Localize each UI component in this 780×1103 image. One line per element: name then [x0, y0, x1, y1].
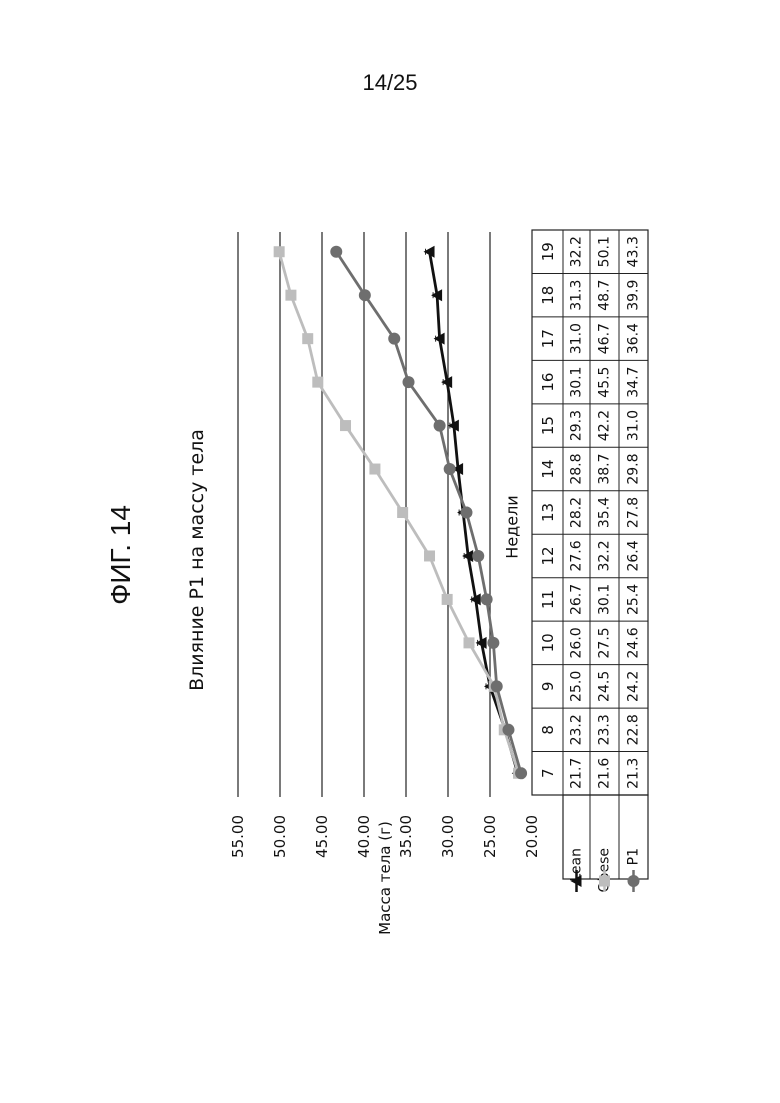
table-cell: 21.6: [597, 758, 613, 789]
legend-marker: [628, 875, 640, 887]
table-cell: 25.4: [626, 584, 642, 615]
table-cell: 50.1: [597, 236, 613, 267]
data-point: [330, 246, 342, 258]
table-cell: 43.3: [626, 236, 642, 267]
data-point: [397, 507, 408, 518]
y-tick-label: 55.00: [229, 815, 247, 858]
data-point: [388, 333, 400, 345]
chart: 20.00 25.00 30.00 35.00 40.00 45.00 50.00 55.00…: [229, 230, 648, 935]
data-point: [481, 593, 493, 605]
table-cell: 28.2: [569, 497, 585, 528]
table-cell: 32.2: [597, 540, 613, 571]
data-point: [369, 464, 380, 475]
table-cell: 27.5: [597, 627, 613, 658]
data-point: [285, 290, 296, 301]
table-cell: 26.7: [569, 584, 585, 615]
table-cell: 30.1: [597, 584, 613, 615]
data-point: [403, 376, 415, 388]
table-cell: 38.7: [597, 453, 613, 484]
table-cell: 31.3: [569, 280, 585, 311]
data-point: [491, 680, 503, 692]
table-cell: 32.2: [569, 236, 585, 267]
table-cell: 31.0: [626, 410, 642, 441]
legend-label: P1: [626, 848, 642, 865]
y-tick-label: 20.00: [523, 815, 541, 858]
table-header-cell: 7: [539, 768, 557, 778]
data-point: [460, 507, 472, 519]
table-cell: 25.0: [569, 671, 585, 702]
table-cell: 31.0: [569, 323, 585, 354]
legend-marker: [599, 876, 610, 887]
table-cell: 35.4: [597, 497, 613, 528]
table-cell: 22.8: [626, 714, 642, 745]
table-header-cell: 17: [539, 329, 557, 348]
table-cell: 39.9: [626, 280, 642, 311]
table-cell: 30.1: [569, 367, 585, 398]
data-point: [424, 550, 435, 561]
y-tick-label: 50.00: [271, 815, 289, 858]
data-point: [359, 289, 371, 301]
table-header-cell: 12: [539, 546, 557, 565]
data-point: [340, 420, 351, 431]
table-cell: 42.2: [597, 410, 613, 441]
table-header-cell: 16: [539, 373, 557, 392]
data-point: [502, 724, 514, 736]
table-cell: 48.7: [597, 280, 613, 311]
data-point: [487, 637, 499, 649]
table-header-cell: 15: [539, 416, 557, 435]
table-cell: 24.6: [626, 627, 642, 658]
table-cell: 29.3: [569, 410, 585, 441]
data-point: [442, 594, 453, 605]
data-point: [472, 550, 484, 562]
table-cell: 46.7: [597, 323, 613, 354]
table-cell: 36.4: [626, 323, 642, 354]
data-point: [434, 420, 446, 432]
data-point: [444, 463, 456, 475]
x-axis-label: Недели: [503, 495, 522, 558]
table-header-cell: 19: [539, 242, 557, 261]
table-cell: 24.5: [597, 671, 613, 702]
y-tick-label: 35.00: [397, 815, 415, 858]
table-cell: 27.8: [626, 497, 642, 528]
data-point: [274, 246, 285, 257]
table-cell: 23.3: [597, 714, 613, 745]
table-header-cell: 10: [539, 633, 557, 652]
table-header-cell: 13: [539, 503, 557, 522]
table-cell: 27.6: [569, 540, 585, 571]
data-point: [302, 333, 313, 344]
y-axis-label: Масса тела (г): [376, 821, 394, 935]
table-cell: 24.2: [626, 671, 642, 702]
y-tick-label: 45.00: [313, 815, 331, 858]
figure-label: ФИГ. 14: [105, 505, 136, 605]
table-cell: 23.2: [569, 714, 585, 745]
table-cell: 21.7: [569, 758, 585, 789]
table-header-cell: 8: [539, 725, 557, 735]
table-header-cell: 9: [539, 682, 557, 692]
table-cell: 29.8: [626, 453, 642, 484]
table-header-cell: 14: [539, 459, 557, 478]
table-cell: 26.0: [569, 627, 585, 658]
table-header-cell: 18: [539, 286, 557, 305]
y-tick-label: 25.00: [481, 815, 499, 858]
table-cell: 26.4: [626, 540, 642, 571]
table-cell: 45.5: [597, 367, 613, 398]
data-point: [515, 767, 527, 779]
table-cell: 21.3: [626, 758, 642, 789]
data-point: [464, 637, 475, 648]
table-header-cell: 11: [539, 590, 557, 609]
y-tick-label: 40.00: [355, 815, 373, 858]
data-point: [312, 377, 323, 388]
chart-title: Влияние P1 на массу тела: [186, 429, 208, 691]
table-cell: 28.8: [569, 453, 585, 484]
table-cell: 34.7: [626, 367, 642, 398]
y-tick-label: 30.00: [439, 815, 457, 858]
